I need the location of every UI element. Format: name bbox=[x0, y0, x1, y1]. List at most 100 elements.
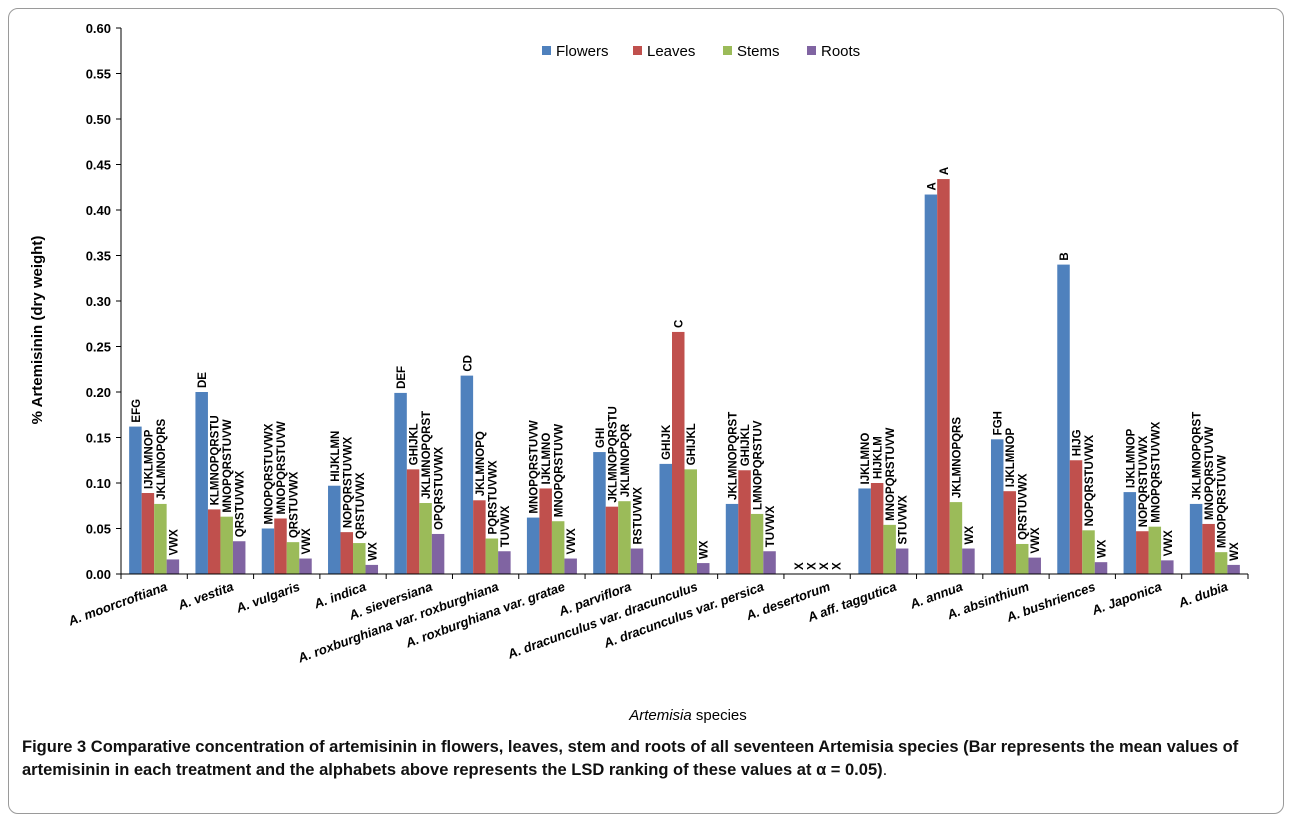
bar-flowers bbox=[394, 392, 407, 574]
lsd-label: JKLMNOPQR bbox=[620, 423, 632, 497]
lsd-label: GHIJKL bbox=[686, 423, 698, 465]
lsd-label: JKLMNOPQRS bbox=[156, 418, 168, 499]
lsd-label: GHIJK bbox=[661, 424, 673, 460]
lsd-label: MNOPQRSTUVW bbox=[554, 424, 566, 517]
bar-stems bbox=[1214, 552, 1228, 574]
bar-stems bbox=[750, 513, 764, 574]
lsd-label: NOPQRSTUVWX bbox=[1138, 436, 1150, 528]
lsd-label: C bbox=[674, 320, 686, 328]
bar-flowers bbox=[924, 194, 938, 574]
bar-flowers bbox=[990, 439, 1004, 574]
lsd-label: MNOPQRSTUVW bbox=[222, 419, 234, 512]
lsd-label: TUVWX bbox=[765, 505, 777, 547]
legend: Flowers Leaves Stems Roots bbox=[542, 43, 860, 60]
bar-flowers bbox=[195, 392, 208, 574]
bar-stems bbox=[684, 469, 697, 574]
lsd-label: CD bbox=[462, 355, 474, 372]
lsd-label: FGH bbox=[993, 411, 1005, 435]
bar-flowers bbox=[526, 517, 540, 574]
bar-flowers bbox=[725, 503, 739, 574]
lsd-label: JKLMNOPQRSTU bbox=[607, 406, 619, 502]
lsd-label: DE bbox=[197, 372, 209, 388]
bar-leaves bbox=[1069, 460, 1083, 574]
bar-flowers bbox=[1123, 492, 1137, 574]
lsd-label: EFG bbox=[131, 399, 143, 423]
x-tick-label: A. Japonica bbox=[1089, 579, 1164, 618]
lsd-label: X bbox=[831, 562, 843, 570]
legend-label: Leaves bbox=[647, 43, 695, 60]
legend-label: Roots bbox=[821, 43, 860, 60]
legend-label: Flowers bbox=[556, 43, 609, 60]
lsd-label: X bbox=[819, 562, 831, 570]
bar-stems bbox=[220, 516, 233, 574]
legend-swatch bbox=[723, 46, 732, 55]
bar-leaves bbox=[672, 331, 685, 574]
bar-leaves bbox=[406, 469, 420, 574]
bar-stems bbox=[485, 538, 499, 574]
lsd-label: A bbox=[926, 182, 938, 190]
lsd-label: X bbox=[794, 562, 806, 570]
lsd-label: VWX bbox=[1163, 530, 1175, 557]
lsd-label: B bbox=[1059, 252, 1071, 260]
lsd-label: WX bbox=[367, 542, 379, 561]
bar-stems bbox=[353, 543, 366, 574]
lsd-label: IJKLMNOP bbox=[143, 429, 155, 489]
y-tick-label: 0.20 bbox=[86, 385, 111, 400]
bar-leaves bbox=[870, 483, 884, 574]
bar-roots bbox=[166, 559, 180, 574]
lsd-label: VWX bbox=[168, 529, 180, 556]
bar-stems bbox=[618, 501, 631, 574]
x-tick-label: A. dubia bbox=[1176, 579, 1230, 611]
y-tick-label: 0.60 bbox=[86, 21, 111, 36]
y-tick-label: 0.40 bbox=[86, 203, 111, 218]
bar-leaves bbox=[539, 488, 552, 574]
bar-roots bbox=[431, 533, 445, 574]
bar-flowers bbox=[328, 485, 341, 574]
lsd-label: MNOPQRSTUVWX bbox=[1150, 421, 1162, 522]
lsd-label: JKLMNOPQRS bbox=[951, 417, 963, 498]
bar-flowers bbox=[1057, 264, 1070, 574]
bar-roots bbox=[232, 541, 246, 574]
bar-stems bbox=[949, 502, 963, 574]
lsd-label: JKLMNOPQRST bbox=[728, 412, 740, 500]
bar-roots bbox=[564, 558, 577, 574]
bar-leaves bbox=[605, 506, 619, 574]
figure-frame bbox=[8, 8, 1284, 814]
bar-flowers bbox=[261, 528, 275, 574]
lsd-label: WX bbox=[1097, 539, 1109, 558]
figure-caption: Figure 3 Comparative concentration of ar… bbox=[22, 736, 1272, 782]
legend-swatch bbox=[542, 46, 551, 55]
bar-stems bbox=[154, 503, 167, 574]
y-tick-label: 0.30 bbox=[86, 294, 111, 309]
lsd-label: WX bbox=[699, 540, 711, 559]
bar-leaves bbox=[141, 493, 155, 574]
caption-tail: . bbox=[882, 761, 888, 779]
y-axis-label: % Artemisinin (dry weight) bbox=[29, 236, 46, 425]
bar-roots bbox=[895, 548, 909, 574]
bar-flowers bbox=[460, 375, 474, 574]
bar-flowers bbox=[129, 426, 142, 574]
bar-stems bbox=[1015, 543, 1029, 574]
lsd-label: GHIJKL bbox=[740, 424, 752, 466]
bar-stems bbox=[1148, 526, 1162, 574]
y-tick-label: 0.55 bbox=[86, 67, 111, 82]
lsd-label: VWX bbox=[1030, 527, 1042, 554]
lsd-label: JKLMNOPQRST bbox=[1192, 412, 1204, 500]
x-axis-label-rest: species bbox=[692, 707, 747, 724]
bar-leaves bbox=[1003, 491, 1016, 574]
y-tick-label: 0.45 bbox=[86, 158, 111, 173]
lsd-label: HIJKLMN bbox=[330, 431, 342, 482]
lsd-label: KLMNOPQRSTU bbox=[210, 415, 222, 505]
lsd-label: TUVWX bbox=[500, 505, 512, 547]
bar-roots bbox=[962, 548, 975, 574]
bar-roots bbox=[1161, 560, 1174, 574]
y-tick-label: 0.05 bbox=[86, 522, 111, 537]
bar-leaves bbox=[207, 509, 221, 574]
lsd-label: LMNOPQRSTUV bbox=[753, 420, 765, 510]
bar-leaves bbox=[473, 500, 486, 574]
bar-chart: 0.00 0.05 0.10 0.15 0.20 0.25 0.30 0.35 0.40 0.45… bbox=[29, 21, 1249, 724]
bar-roots bbox=[365, 564, 379, 574]
legend-swatch bbox=[633, 46, 642, 55]
bar-roots bbox=[1028, 557, 1041, 574]
